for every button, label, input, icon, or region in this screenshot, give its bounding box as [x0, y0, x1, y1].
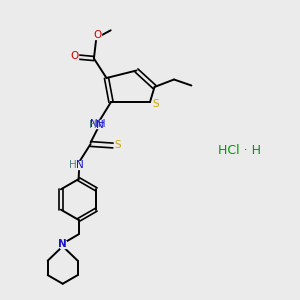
Text: H: H — [69, 160, 77, 170]
Text: O: O — [93, 29, 101, 40]
Bar — [92, 120, 103, 128]
Text: S: S — [114, 140, 121, 151]
Text: HCl · H: HCl · H — [218, 143, 262, 157]
Text: N: N — [76, 160, 84, 170]
Bar — [72, 161, 84, 169]
Text: N: N — [96, 119, 104, 130]
Text: NH: NH — [90, 119, 106, 129]
Bar — [114, 142, 121, 149]
Text: H: H — [89, 119, 97, 130]
Text: O: O — [70, 51, 79, 61]
Text: S: S — [153, 99, 159, 110]
Bar — [60, 241, 66, 247]
Bar — [94, 31, 101, 39]
Text: N: N — [58, 239, 67, 249]
Bar — [71, 53, 78, 61]
